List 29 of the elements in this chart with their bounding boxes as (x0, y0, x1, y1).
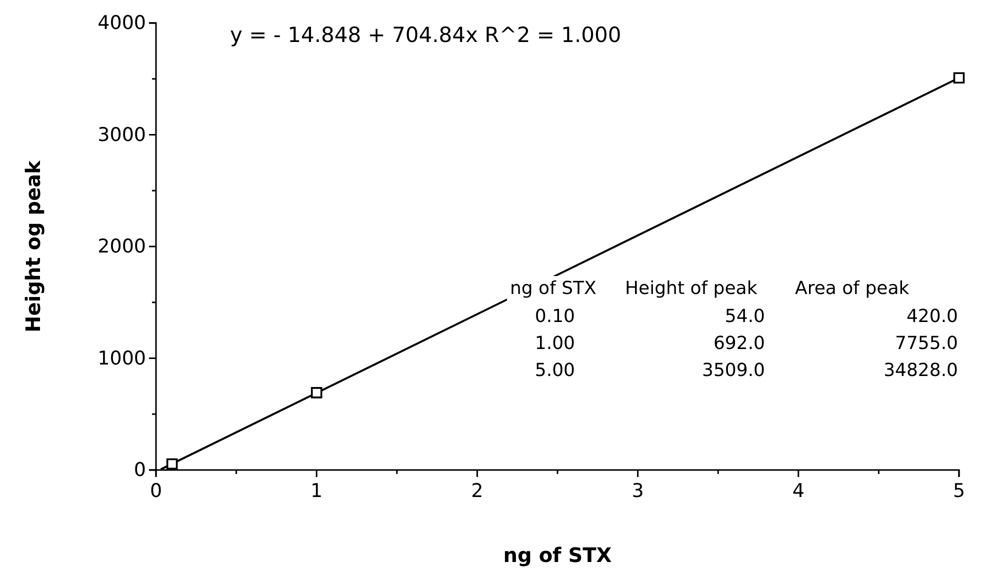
annotation: 5.00 (534, 360, 575, 381)
x-tick-label: 5 (952, 480, 966, 502)
point (310, 387, 322, 398)
point (953, 72, 965, 84)
annotation: 692.0 (713, 333, 765, 354)
x-tick-label: 3 (632, 480, 644, 502)
x-tick-label: 0 (150, 480, 162, 502)
y-tick-label: 2000 (98, 236, 146, 258)
annotation: 0.10 (534, 306, 575, 327)
annotation: 7755.0 (895, 333, 958, 354)
annotation: ng of STX (510, 278, 596, 299)
point (166, 458, 178, 470)
annotation: 3509.0 (702, 360, 765, 381)
y-tick-label: 1000 (98, 347, 146, 370)
x-axis-title: ng of STX (503, 543, 612, 567)
annotation: y = - 14.848 + 704.84x R^2 = 1.000 (230, 23, 622, 47)
x-tick-label: 2 (471, 480, 484, 502)
annotation: Area of peak (795, 278, 910, 299)
y-tick-label: 4000 (98, 12, 146, 34)
y-tick-label: 3000 (98, 124, 146, 146)
y-axis-title: Height og peak (21, 160, 45, 332)
annotation: 54.0 (724, 306, 765, 327)
x-tick-label: 4 (792, 480, 804, 502)
annotation: 1.00 (534, 333, 575, 354)
y-tick-label: 0 (134, 459, 146, 482)
x-tick-label: 1 (310, 480, 323, 502)
annotation: Height of peak (625, 278, 758, 299)
annotation: 34828.0 (884, 360, 958, 381)
annotation: 420.0 (906, 306, 958, 327)
